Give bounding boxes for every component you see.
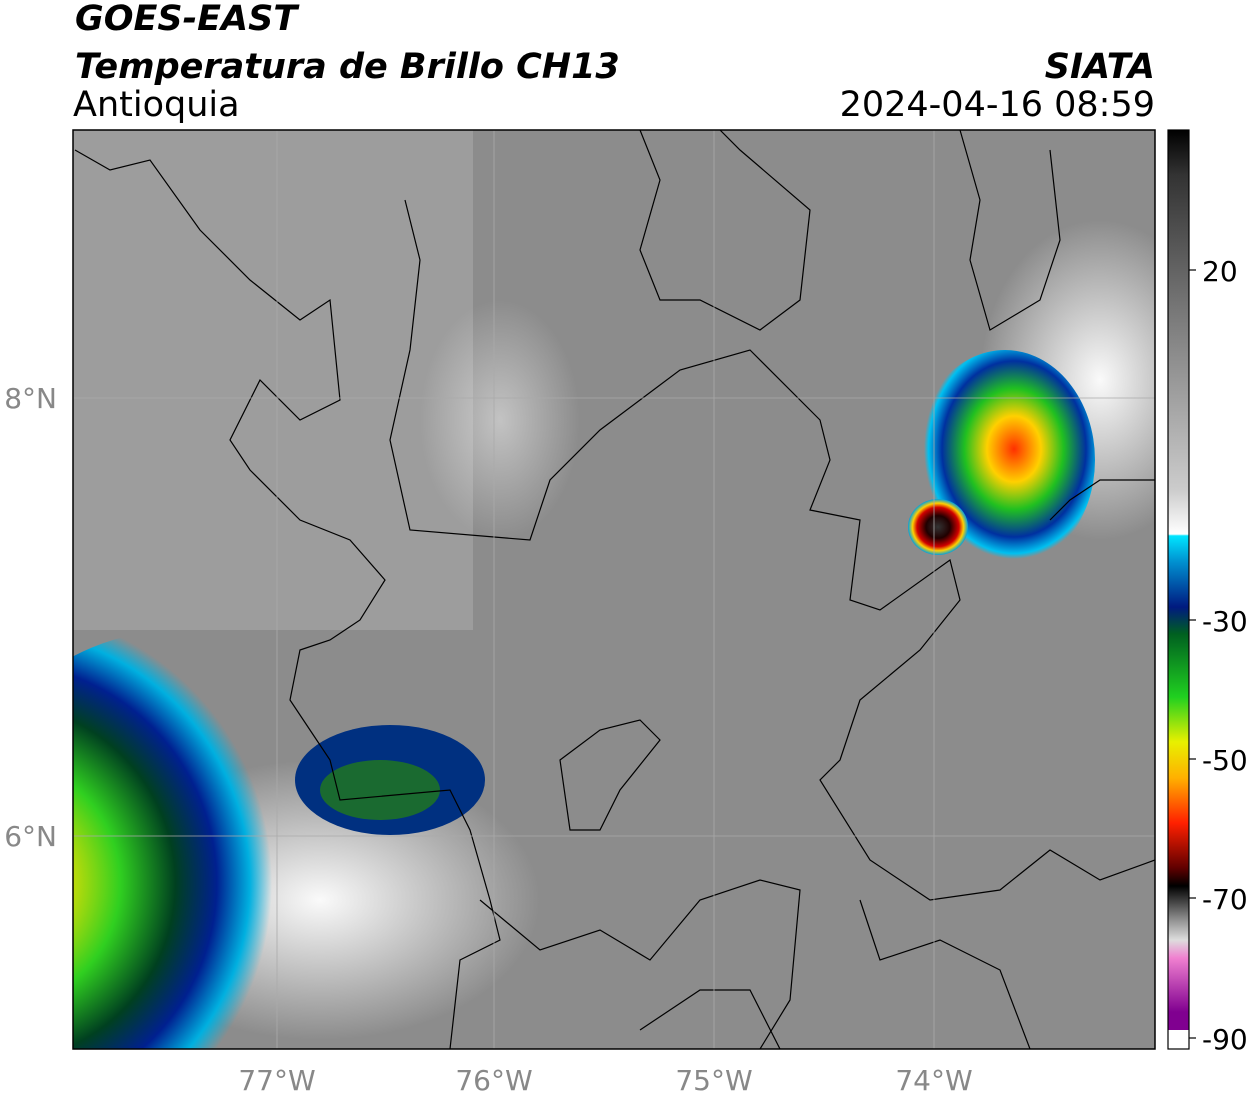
lon-label: 74°W <box>895 1064 972 1097</box>
colorbar-tick: 20 <box>1202 255 1238 288</box>
lon-label: 75°W <box>675 1064 752 1097</box>
colorbar-tick: -30 <box>1202 605 1248 638</box>
region: Antioquia <box>73 85 240 125</box>
lat-label: 6°N <box>4 820 57 853</box>
colorbar <box>1168 130 1189 1030</box>
datetime: 2024-04-16 08:59 <box>840 85 1155 125</box>
title: GOES-EAST <box>75 0 300 39</box>
colorbar-tick: -50 <box>1202 744 1248 777</box>
subtitle: Temperatura de Brillo CH13 <box>75 47 620 87</box>
lat-label: 8°N <box>4 382 57 415</box>
colorbar-tick: -90 <box>1202 1023 1248 1056</box>
source: SIATA <box>1045 47 1155 87</box>
map-image <box>73 130 1155 1049</box>
colorbar-tick: -70 <box>1202 883 1248 916</box>
colorbar-frame <box>1167 129 1190 1050</box>
map-frame <box>72 129 1156 1050</box>
lon-label: 77°W <box>238 1064 315 1097</box>
lon-label: 76°W <box>455 1064 532 1097</box>
